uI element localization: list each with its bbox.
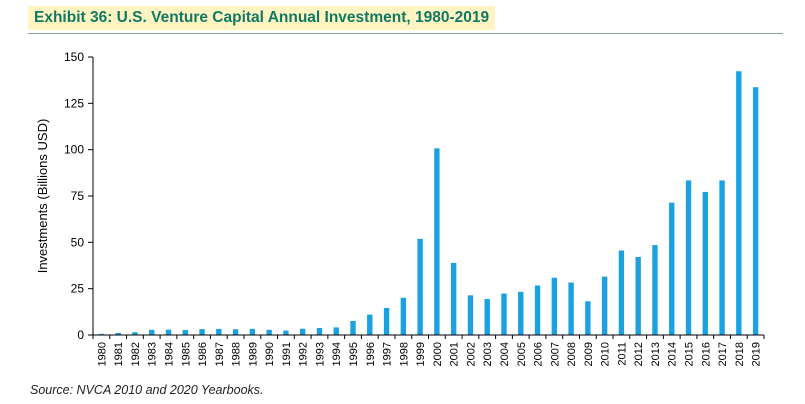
x-tick-label-2012: 2012 bbox=[633, 342, 645, 366]
x-tick-label-1991: 1991 bbox=[281, 342, 293, 366]
x-tick-label-1983: 1983 bbox=[147, 342, 159, 366]
bar-2015 bbox=[685, 180, 692, 335]
x-tick-label-1982: 1982 bbox=[130, 342, 142, 366]
y-tick-label-50: 50 bbox=[71, 235, 85, 249]
x-tick-label-2003: 2003 bbox=[482, 342, 494, 366]
bar-1996 bbox=[367, 314, 373, 335]
bar-2008 bbox=[568, 282, 574, 335]
x-tick-label-1986: 1986 bbox=[197, 342, 209, 366]
x-tick-label-1988: 1988 bbox=[231, 342, 243, 366]
bar-2012 bbox=[635, 256, 641, 335]
bar-1985 bbox=[182, 330, 188, 335]
bar-1984 bbox=[165, 329, 172, 335]
bar-1982 bbox=[132, 332, 138, 335]
y-axis-title: Investments (Billions USD) bbox=[35, 119, 50, 274]
x-tick-label-1990: 1990 bbox=[264, 342, 276, 366]
title-divider bbox=[28, 33, 783, 34]
page-title: Exhibit 36: U.S. Venture Capital Annual … bbox=[34, 9, 490, 26]
bar-1997 bbox=[383, 307, 390, 335]
x-tick-label-2009: 2009 bbox=[583, 342, 595, 366]
bar-2013 bbox=[652, 245, 658, 335]
bar-2019 bbox=[752, 87, 759, 336]
x-tick-label-2008: 2008 bbox=[566, 342, 578, 366]
bar-1995 bbox=[350, 320, 356, 335]
bar-2001 bbox=[450, 262, 457, 335]
bar-2000 bbox=[434, 148, 440, 335]
x-tick-label-2000: 2000 bbox=[432, 342, 444, 366]
y-tick-label-125: 125 bbox=[64, 96, 84, 110]
y-tick-label-100: 100 bbox=[64, 143, 84, 157]
x-tick-label-2019: 2019 bbox=[751, 342, 763, 366]
bar-1992 bbox=[300, 328, 306, 335]
bar-1986 bbox=[199, 329, 205, 335]
x-tick-label-2002: 2002 bbox=[465, 342, 477, 366]
bar-1989 bbox=[249, 328, 256, 335]
bar-1983 bbox=[149, 329, 155, 335]
title-band: Exhibit 36: U.S. Venture Capital Annual … bbox=[28, 6, 496, 30]
bar-2014 bbox=[669, 202, 675, 335]
x-tick-label-2004: 2004 bbox=[499, 342, 511, 366]
x-tick-label-1994: 1994 bbox=[331, 342, 343, 366]
x-tick-label-1992: 1992 bbox=[298, 342, 310, 366]
bar-2011 bbox=[618, 250, 625, 335]
x-tick-label-1987: 1987 bbox=[214, 342, 226, 366]
bar-2005 bbox=[518, 291, 524, 335]
bar-chart: 0 25 50 75 100 125 150 1980 1981 1982 1983 1984 1985… bbox=[35, 50, 765, 366]
x-tick-label-1996: 1996 bbox=[365, 342, 377, 366]
x-tick-label-2010: 2010 bbox=[600, 342, 612, 366]
bar-1987 bbox=[216, 328, 222, 335]
bar-1988 bbox=[232, 329, 239, 335]
bar-2004 bbox=[501, 293, 507, 335]
bar-2016 bbox=[702, 191, 708, 335]
x-tick-label-2017: 2017 bbox=[717, 342, 729, 366]
x-tick-label-2015: 2015 bbox=[684, 342, 696, 366]
bar-1999 bbox=[417, 238, 423, 335]
x-tick-label-2011: 2011 bbox=[616, 342, 628, 366]
x-tick-label-2013: 2013 bbox=[650, 342, 662, 366]
bar-2010 bbox=[601, 276, 608, 335]
x-tick-label-1993: 1993 bbox=[314, 342, 326, 366]
bar-1981 bbox=[115, 332, 121, 335]
y-tick-label-25: 25 bbox=[71, 282, 85, 296]
bar-2017 bbox=[719, 180, 725, 335]
y-tick-label-75: 75 bbox=[71, 189, 85, 203]
bar-2002 bbox=[467, 295, 474, 335]
x-tick-label-1999: 1999 bbox=[415, 342, 427, 366]
x-tick-label-1997: 1997 bbox=[382, 342, 394, 366]
x-tick-label-1985: 1985 bbox=[180, 342, 192, 366]
x-tick-label-2006: 2006 bbox=[533, 342, 545, 366]
plot-area: 0 25 50 75 100 125 150 1980 1981 1982 1983 1984 1985… bbox=[64, 50, 765, 366]
x-tick-label-2007: 2007 bbox=[549, 342, 561, 366]
x-tick-label-1998: 1998 bbox=[398, 342, 410, 366]
y-tick-label-150: 150 bbox=[64, 50, 84, 64]
bar-2009 bbox=[585, 301, 591, 335]
y-tick-label-0: 0 bbox=[77, 328, 84, 342]
x-tick-label-2016: 2016 bbox=[700, 342, 712, 366]
x-tick-label-2001: 2001 bbox=[449, 342, 461, 366]
x-tick-label-1995: 1995 bbox=[348, 342, 360, 366]
x-tick-label-1981: 1981 bbox=[113, 342, 125, 366]
x-tick-label-2005: 2005 bbox=[516, 342, 528, 366]
bar-2007 bbox=[551, 277, 557, 335]
bar-1998 bbox=[400, 297, 407, 335]
x-tick-label-1989: 1989 bbox=[247, 342, 259, 366]
bar-2018 bbox=[736, 71, 742, 336]
x-tick-label-1984: 1984 bbox=[163, 342, 175, 366]
x-tick-label-1980: 1980 bbox=[96, 342, 108, 366]
bar-1991 bbox=[283, 330, 289, 335]
bar-1990 bbox=[266, 329, 272, 335]
source-note: Source: NVCA 2010 and 2020 Yearbooks. bbox=[30, 383, 264, 397]
bar-2006 bbox=[534, 285, 541, 335]
bar-2003 bbox=[484, 299, 490, 335]
bar-1993 bbox=[316, 327, 323, 335]
x-tick-label-2018: 2018 bbox=[734, 342, 746, 366]
bar-1980 bbox=[98, 333, 105, 335]
bar-1994 bbox=[333, 327, 339, 335]
x-tick-label-2014: 2014 bbox=[667, 342, 679, 366]
